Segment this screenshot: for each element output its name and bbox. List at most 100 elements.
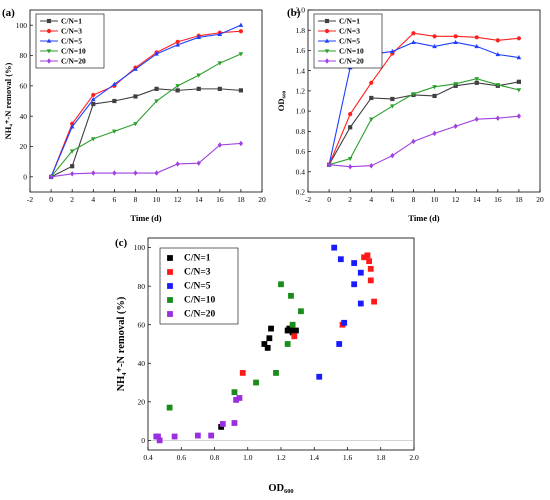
data-point xyxy=(278,281,284,288)
data-point xyxy=(351,281,358,288)
y-tick-label: 0 xyxy=(141,436,145,445)
legend-entry: C/N=3 xyxy=(318,27,360,36)
data-point xyxy=(233,396,240,403)
data-point xyxy=(154,170,159,176)
x-tick-label: 16 xyxy=(494,195,502,204)
series-line xyxy=(50,24,242,178)
data-point xyxy=(364,252,371,259)
data-point xyxy=(288,292,294,299)
y-tick-label: 0 xyxy=(23,172,27,181)
data-point xyxy=(474,43,480,49)
panel-b-y-label: OD₆₀₀ xyxy=(276,90,286,111)
data-point xyxy=(175,84,180,89)
data-point xyxy=(175,42,180,47)
panel-c-legend: C/N=1 C/N=3 C/N=5 C/N=10 C/N=20 xyxy=(159,247,239,325)
data-point xyxy=(196,160,201,166)
y-tick-label: 0.4 xyxy=(296,167,306,176)
data-point xyxy=(348,112,353,117)
series-cn10 xyxy=(166,281,304,411)
legend-marker xyxy=(167,269,173,275)
series-cn20 xyxy=(48,140,244,180)
data-point xyxy=(208,432,215,439)
data-point xyxy=(175,88,180,93)
x-tick-label: 8 xyxy=(134,195,138,204)
y-tick-label: 1.8 xyxy=(296,26,306,35)
y-tick-label: 2.0 xyxy=(296,6,306,15)
data-point xyxy=(69,149,75,154)
x-tick-label: 4 xyxy=(369,195,373,204)
data-point xyxy=(474,80,479,85)
data-point xyxy=(166,404,173,411)
y-tick-label: 1.0 xyxy=(296,107,306,116)
panel-c-y-ticks: 0 20 40 60 80 100 xyxy=(134,243,151,445)
x-tick-label: 1.6 xyxy=(343,453,353,462)
data-point xyxy=(70,164,75,169)
data-point xyxy=(289,321,296,328)
panel-a-series xyxy=(48,22,244,180)
legend-marker xyxy=(167,255,173,261)
legend-label: C/N=1 xyxy=(184,254,211,264)
data-point xyxy=(369,95,374,101)
data-point xyxy=(133,170,138,176)
data-point xyxy=(371,298,377,305)
series-cn5 xyxy=(316,244,364,380)
data-point xyxy=(348,163,353,170)
x-tick-label: 16 xyxy=(216,195,224,204)
x-tick-label: 0 xyxy=(327,195,331,204)
legend-label: C/N=10 xyxy=(184,296,216,306)
data-point xyxy=(238,52,244,57)
data-point xyxy=(112,129,117,134)
panel-b-x-ticks: -2 0 2 4 6 8 10 12 14 16 18 20 xyxy=(305,189,544,204)
x-tick-label: 1.2 xyxy=(276,453,286,462)
data-point xyxy=(238,22,244,27)
legend-entry: C/N=5 xyxy=(40,37,82,46)
legend-marker xyxy=(324,28,330,34)
data-point xyxy=(154,99,159,104)
legend-marker xyxy=(46,58,52,64)
data-point xyxy=(133,122,138,127)
data-point xyxy=(48,174,54,180)
y-tick-label: 80 xyxy=(138,282,146,291)
data-point xyxy=(367,265,374,272)
x-tick-label: 2 xyxy=(70,195,74,204)
series-cn10 xyxy=(326,77,522,168)
data-point xyxy=(273,370,279,376)
data-point xyxy=(453,39,458,45)
y-tick-label: 40 xyxy=(138,359,146,368)
data-point xyxy=(133,66,138,71)
data-point xyxy=(196,73,202,78)
panel-c: (c) 0.4 0.6 0.8 1.0 1.2 1.4 1.6 1.8 2.0 0 20 40 60 8… xyxy=(115,237,419,494)
series-cn5 xyxy=(48,22,244,179)
data-point xyxy=(289,329,296,336)
x-tick-label: 0.4 xyxy=(143,453,153,462)
panel-c-x-ticks: 0.4 0.6 0.8 1.0 1.2 1.4 1.6 1.8 2.0 xyxy=(143,447,419,462)
series-cn1 xyxy=(48,86,244,179)
legend-entry: C/N=10 xyxy=(318,47,364,56)
legend-label: C/N=3 xyxy=(61,27,82,36)
data-point xyxy=(516,36,522,41)
series-cn3 xyxy=(239,252,377,376)
data-point xyxy=(171,433,178,440)
x-tick-label: -2 xyxy=(27,195,33,204)
series-line xyxy=(328,32,519,165)
data-point xyxy=(194,432,201,439)
series-line xyxy=(51,142,241,178)
data-point xyxy=(156,437,163,444)
data-point xyxy=(516,113,522,119)
data-point xyxy=(217,142,222,148)
panel-a-x-ticks: -2 0 2 4 6 8 10 12 14 16 18 20 xyxy=(27,189,266,204)
data-point xyxy=(326,161,332,168)
y-tick-label: 60 xyxy=(20,81,28,90)
data-point xyxy=(432,34,437,39)
legend-marker xyxy=(46,18,52,24)
y-tick-label: 0.6 xyxy=(296,147,306,156)
legend-entry: C/N=1 xyxy=(318,17,360,26)
series-cn1 xyxy=(326,79,522,167)
y-tick-label: 1.6 xyxy=(296,46,306,55)
y-tick-label: 0.2 xyxy=(296,188,306,197)
data-point xyxy=(293,327,299,334)
data-point xyxy=(217,61,223,66)
data-point xyxy=(411,138,416,145)
data-point xyxy=(495,38,500,43)
